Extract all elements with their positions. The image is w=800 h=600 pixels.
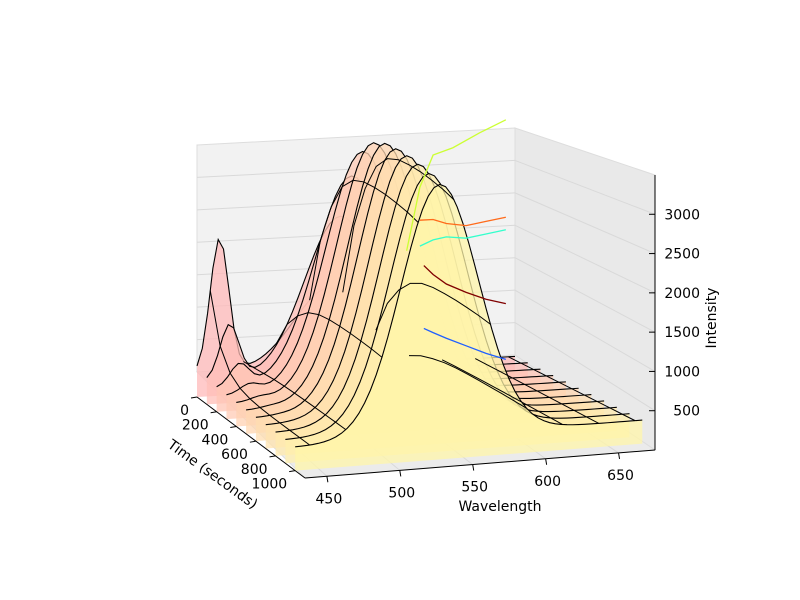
z-tick-label: 2500 xyxy=(664,247,700,263)
y-axis-line xyxy=(196,396,306,479)
z-tick-label: 1000 xyxy=(664,364,700,380)
z-gridline-side xyxy=(514,322,656,412)
projection-line xyxy=(423,327,507,361)
surface-wavelength-line xyxy=(441,359,563,426)
y-tick-mark xyxy=(289,470,296,473)
y-tick-mark xyxy=(210,411,217,414)
surface-wavelength-line xyxy=(408,355,527,409)
surface-wavelength-line xyxy=(342,158,455,293)
x-tick-label: 450 xyxy=(316,491,343,507)
x-ticks: 450 500 550 600 650 xyxy=(316,452,634,507)
z-gridline-side xyxy=(514,159,656,215)
z-tick-label: 3000 xyxy=(664,207,700,223)
projection-line xyxy=(406,119,507,251)
y-tick-label: 600 xyxy=(221,447,248,463)
y-tick-label: 1000 xyxy=(252,477,288,493)
x-tick-label: 600 xyxy=(534,474,561,490)
surface-wavelength-line xyxy=(508,356,636,422)
z-gridline-side xyxy=(514,192,656,255)
y-tick-mark xyxy=(190,396,198,399)
surface-wavelength-line xyxy=(276,312,383,358)
y-tick-label: 0 xyxy=(180,403,189,419)
x-tick-mark xyxy=(545,458,548,465)
x-axis-line xyxy=(304,449,656,479)
surface-plot xyxy=(196,142,643,471)
y-tick-mark xyxy=(269,455,276,458)
projection-line xyxy=(423,265,506,305)
z-gridline-side xyxy=(514,257,656,333)
y-tick-label: 400 xyxy=(202,432,229,448)
x-tick-mark xyxy=(326,476,329,483)
z-gridline-side xyxy=(514,289,656,372)
z-axis-label: Intensity xyxy=(704,288,720,349)
y-tick-label: 200 xyxy=(182,418,209,434)
surface-wavelength-line xyxy=(209,290,310,446)
z-tick-label: 1500 xyxy=(664,325,700,341)
z-tick-label: 2000 xyxy=(664,286,700,302)
z-tick-label: 500 xyxy=(673,404,700,420)
back-wall-projections xyxy=(406,119,507,361)
x-tick-label: 550 xyxy=(461,480,488,496)
axis-lines xyxy=(196,175,656,479)
z-ticks: 500 1000 1500 2000 2500 3000 xyxy=(649,207,700,420)
surface-wavelength-line xyxy=(309,179,419,301)
y-tick-mark xyxy=(230,425,237,428)
x-tick-mark xyxy=(472,464,475,471)
z-gridline-side xyxy=(514,224,656,294)
x-tick-label: 650 xyxy=(607,468,634,484)
y-tick-mark xyxy=(249,440,256,443)
x-tick-mark xyxy=(399,470,402,477)
surface-slice-line xyxy=(295,183,643,448)
x-axis-label: Wavelength xyxy=(458,499,541,515)
x-tick-mark xyxy=(618,452,621,459)
projection-line xyxy=(419,229,506,247)
projection-line xyxy=(419,216,506,227)
x-tick-label: 500 xyxy=(388,485,415,501)
surface-wavelength-line xyxy=(475,358,600,424)
surface-wavelength-line xyxy=(243,361,347,431)
surface-wavelength-line xyxy=(375,282,491,331)
surface-slice-fill xyxy=(295,184,643,471)
y-tick-label: 800 xyxy=(241,462,268,478)
